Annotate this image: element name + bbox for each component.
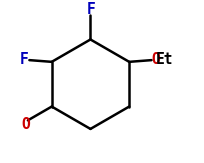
Text: Et: Et — [155, 52, 172, 67]
Text: F: F — [20, 52, 28, 67]
Text: O: O — [150, 52, 159, 67]
Text: F: F — [86, 2, 95, 17]
Text: O: O — [21, 117, 30, 132]
